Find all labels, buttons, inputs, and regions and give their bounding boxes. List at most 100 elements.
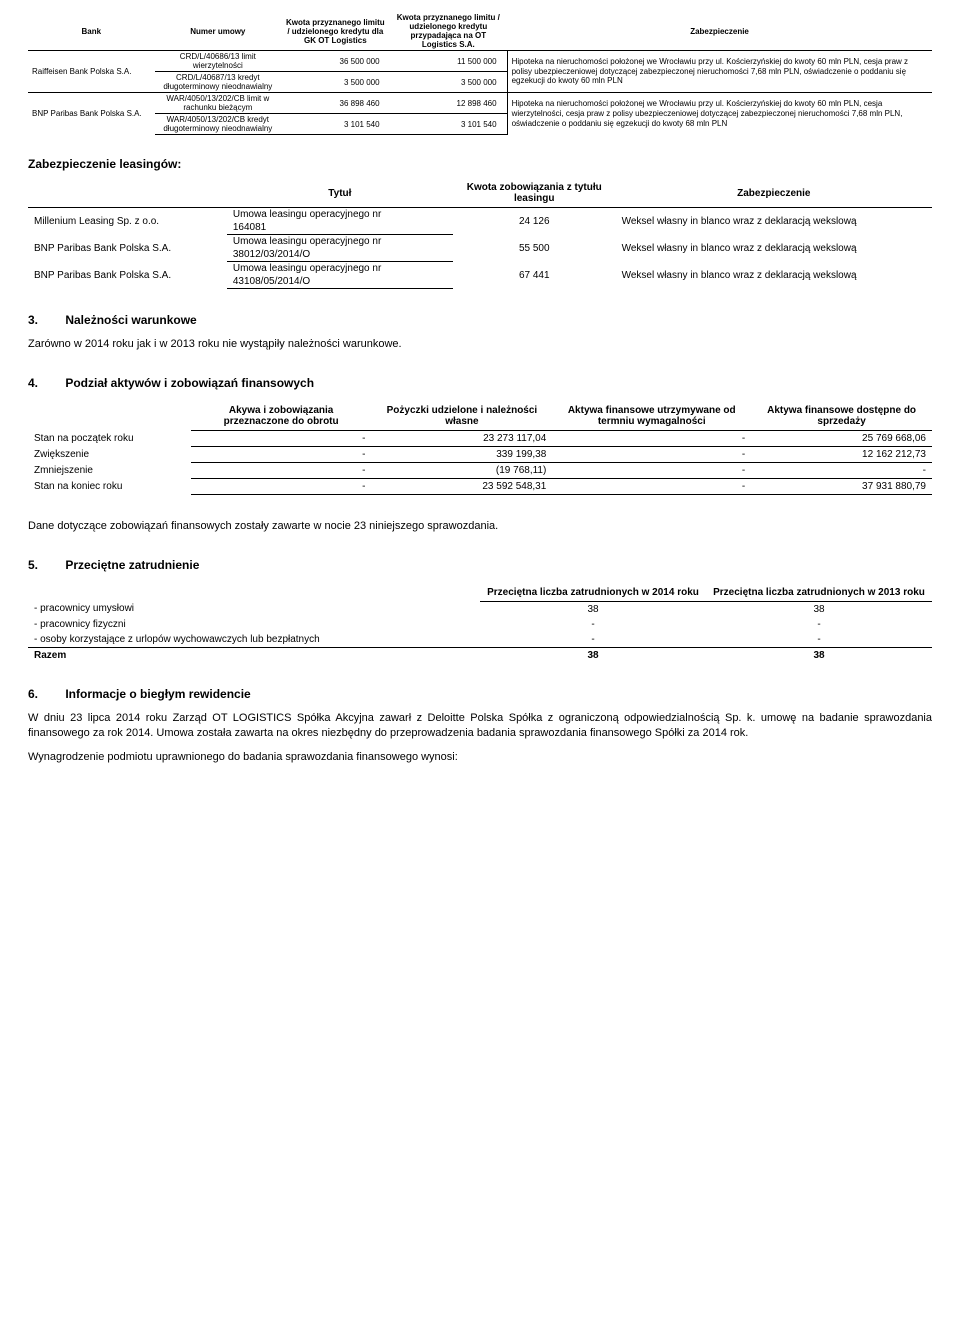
t5-lab: - osoby korzystające z urlopów wychowawc… [28,632,480,648]
t2-amt: 67 441 [453,262,616,289]
t4-c1: - [191,478,372,494]
t5-c2: - [706,632,932,648]
t4-lab: Zwiększenie [28,446,191,462]
t5-c1: - [480,617,706,632]
sec6-title: Informacje o biegłym rewidencie [65,687,250,701]
t1-bank: BNP Paribas Bank Polska S.A. [28,93,155,135]
t1-agree: WAR/4050/13/202/CB limit w rachunku bież… [155,93,282,114]
sec3-title: Należności warunkowe [65,313,196,327]
t4-c4: - [751,462,932,478]
sec4-heading: 4. Podział aktywów i zobowiązań finansow… [28,376,932,390]
t1-ot: 3 101 540 [390,114,508,135]
t4-c3: - [552,446,751,462]
table-row: BNP Paribas Bank Polska S.A. WAR/4050/13… [28,93,932,114]
t4-c3: - [552,462,751,478]
t4-lab: Stan na koniec roku [28,478,191,494]
table-row: - pracownicy umysłowi 38 38 [28,601,932,617]
t1-ot: 11 500 000 [390,51,508,72]
table-row: BNP Paribas Bank Polska S.A. Umowa leasi… [28,262,932,276]
t4-c2: 23 592 548,31 [372,478,553,494]
sec6-para2: Wynagrodzenie podmiotu uprawnionego do b… [28,750,932,765]
sec3-num: 3. [28,313,62,327]
t5-lab: - pracownicy umysłowi [28,601,480,617]
t4-c4: 37 931 880,79 [751,478,932,494]
table-row: Zmniejszenie - (19 768,11) - - [28,462,932,478]
sec5-num: 5. [28,558,62,572]
t1-agree: CRD/L/40686/13 limit wierzytelności [155,51,282,72]
t4-c2: (19 768,11) [372,462,553,478]
table-row: - osoby korzystające z urlopów wychowawc… [28,632,932,648]
t2-title1: Umowa leasingu operacyjnego nr [227,208,453,222]
sec3-heading: 3. Należności warunkowe [28,313,932,327]
sec3-para: Zarówno w 2014 roku jak i w 2013 roku ni… [28,337,932,352]
t2-title2: 38012/03/2014/O [227,248,453,262]
t1-h-zab: Zabezpieczenie [507,12,932,51]
t4-h3: Aktywa finansowe utrzymywane od termniu … [552,402,751,431]
t2-title1: Umowa leasingu operacyjnego nr [227,235,453,249]
t2-amt: 55 500 [453,235,616,262]
t4-c1: - [191,462,372,478]
t5-lab: - pracownicy fizyczni [28,617,480,632]
t1-h-gk: Kwota przyznanego limitu / udzielonego k… [281,12,389,51]
t4-c3: - [552,478,751,494]
t4-c2: 23 273 117,04 [372,430,553,446]
table-row-sum: Razem 38 38 [28,647,932,663]
t1-bank: Raiffeisen Bank Polska S.A. [28,51,155,93]
t4-h4: Aktywa finansowe dostępne do sprzedaży [751,402,932,431]
sec6-para1: W dniu 23 lipca 2014 roku Zarząd OT LOGI… [28,711,932,741]
t1-zab: Hipoteka na nieruchomości położonej we W… [507,51,932,93]
t2-zab: Weksel własny in blanco wraz z deklaracj… [616,262,932,289]
t2-title2: 164081 [227,221,453,235]
t5-h1: Przeciętna liczba zatrudnionych w 2014 r… [480,584,706,602]
t4-lab: Zmniejszenie [28,462,191,478]
t4-c2: 339 199,38 [372,446,553,462]
t4-c3: - [552,430,751,446]
sec4-para: Dane dotyczące zobowiązań finansowych zo… [28,519,932,534]
t2-name: BNP Paribas Bank Polska S.A. [28,262,227,289]
t1-gk: 36 898 460 [281,93,389,114]
t4-c4: 12 162 212,73 [751,446,932,462]
t1-agree: CRD/L/40687/13 kredyt długoterminowy nie… [155,72,282,93]
sec4-num: 4. [28,376,62,390]
t2-zab: Weksel własny in blanco wraz z deklaracj… [616,208,932,235]
t1-h-bank: Bank [28,12,155,51]
table-row: BNP Paribas Bank Polska S.A. Umowa leasi… [28,235,932,249]
t2-name: BNP Paribas Bank Polska S.A. [28,235,227,262]
leasing-table: Tytuł Kwota zobowiązania z tytułu leasin… [28,179,932,289]
t2-h-blank [28,179,227,208]
t1-ot: 12 898 460 [390,93,508,114]
table-row: Millenium Leasing Sp. z o.o. Umowa leasi… [28,208,932,222]
sec6-num: 6. [28,687,62,701]
t4-lab: Stan na początek roku [28,430,191,446]
t5-c1: - [480,632,706,648]
t4-c1: - [191,430,372,446]
t4-h1: Akywa i zobowiązania przeznaczone do obr… [191,402,372,431]
t5-sum-c1: 38 [480,647,706,663]
t1-h-agree: Numer umowy [155,12,282,51]
t4-c4: 25 769 668,06 [751,430,932,446]
t1-zab: Hipoteka na nieruchomości położonej we W… [507,93,932,135]
table-row: Stan na początek roku - 23 273 117,04 - … [28,430,932,446]
table-row: Stan na koniec roku - 23 592 548,31 - 37… [28,478,932,494]
assets-table: Akywa i zobowiązania przeznaczone do obr… [28,402,932,495]
sec5-heading: 5. Przeciętne zatrudnienie [28,558,932,572]
t4-c1: - [191,446,372,462]
t1-gk: 36 500 000 [281,51,389,72]
t1-agree: WAR/4050/13/202/CB kredyt długoterminowy… [155,114,282,135]
t1-ot: 3 500 000 [390,72,508,93]
employment-table: Przeciętna liczba zatrudnionych w 2014 r… [28,584,932,663]
t5-c1: 38 [480,601,706,617]
t2-amt: 24 126 [453,208,616,235]
t1-gk: 3 500 000 [281,72,389,93]
t2-title2: 43108/05/2014/O [227,275,453,289]
t5-c2: - [706,617,932,632]
t5-sum-lab: Razem [28,647,480,663]
leasing-heading: Zabezpieczenie leasingów: [28,157,932,171]
t2-name: Millenium Leasing Sp. z o.o. [28,208,227,235]
t5-sum-c2: 38 [706,647,932,663]
sec5-title: Przeciętne zatrudnienie [65,558,199,572]
t5-c2: 38 [706,601,932,617]
t4-h2: Pożyczki udzielone i należności własne [372,402,553,431]
t5-h2: Przeciętna liczba zatrudnionych w 2013 r… [706,584,932,602]
t2-h-title: Tytuł [227,179,453,208]
